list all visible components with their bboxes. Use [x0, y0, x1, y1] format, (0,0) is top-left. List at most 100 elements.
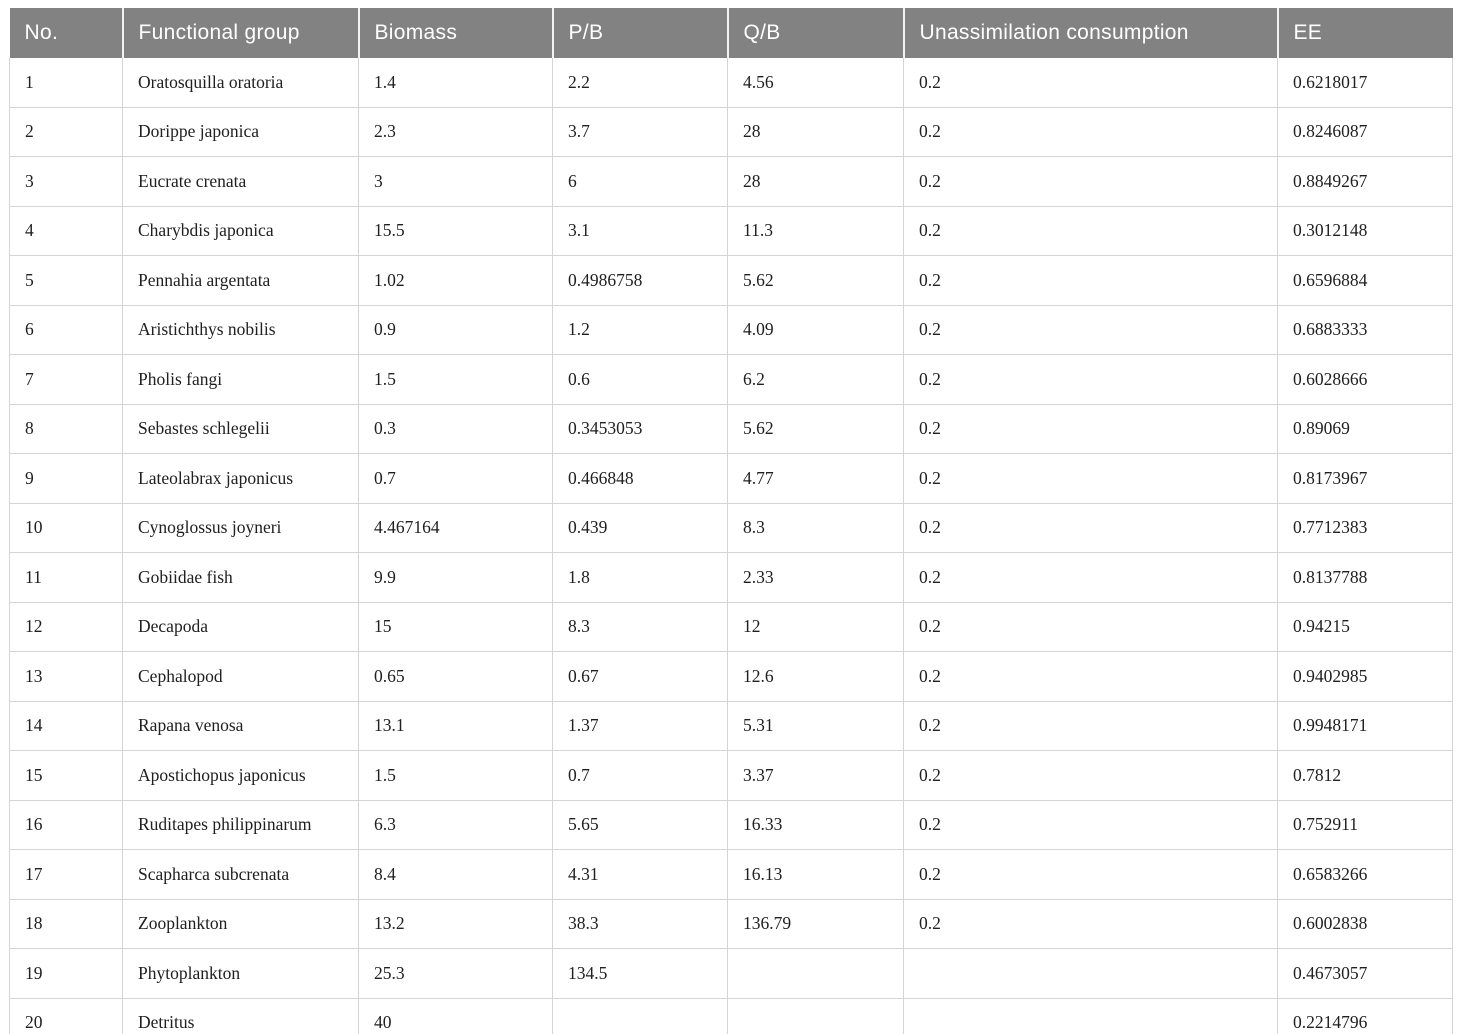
cell-no: 10 — [9, 502, 123, 553]
table-row: 11 Gobiidae fish 9.9 1.8 2.33 0.2 0.8137… — [9, 552, 1453, 603]
cell-unassimilation-consumption — [903, 948, 1278, 999]
cell-pb: 3.7 — [552, 106, 728, 157]
cell-biomass: 3 — [358, 156, 553, 207]
cell-unassimilation-consumption: 0.2 — [903, 601, 1278, 652]
cell-qb: 12.6 — [727, 651, 904, 702]
cell-no: 13 — [9, 651, 123, 702]
cell-unassimilation-consumption: 0.2 — [903, 354, 1278, 405]
table-row: 13 Cephalopod 0.65 0.67 12.6 0.2 0.94029… — [9, 651, 1453, 702]
cell-qb: 8.3 — [727, 502, 904, 553]
column-header-unassimilation-consumption: Unassimilation consumption — [902, 8, 1278, 58]
cell-pb: 2.2 — [552, 58, 728, 108]
cell-no: 12 — [9, 601, 123, 652]
cell-unassimilation-consumption: 0.2 — [903, 898, 1278, 949]
cell-ee: 0.8173967 — [1277, 453, 1453, 504]
cell-qb: 16.13 — [727, 849, 904, 900]
cell-no: 9 — [9, 453, 123, 504]
column-header-ee: EE — [1276, 8, 1453, 58]
functional-groups-table: No. Functional group Biomass P/B Q/B Una… — [9, 8, 1453, 1034]
cell-functional-group: Cynoglossus joyneri — [122, 502, 359, 553]
cell-no: 16 — [9, 799, 123, 850]
cell-pb: 134.5 — [552, 948, 728, 999]
cell-qb: 2.33 — [727, 552, 904, 603]
cell-pb: 1.8 — [552, 552, 728, 603]
cell-pb: 1.2 — [552, 304, 728, 355]
cell-functional-group: Eucrate crenata — [122, 156, 359, 207]
cell-biomass: 25.3 — [358, 948, 553, 999]
cell-pb: 0.4986758 — [552, 255, 728, 306]
column-header-biomass: Biomass — [357, 8, 553, 58]
cell-no: 8 — [9, 403, 123, 454]
cell-unassimilation-consumption: 0.2 — [903, 651, 1278, 702]
cell-pb: 0.67 — [552, 651, 728, 702]
cell-unassimilation-consumption: 0.2 — [903, 205, 1278, 256]
cell-no: 7 — [9, 354, 123, 405]
cell-functional-group: Sebastes schlegelii — [122, 403, 359, 454]
cell-biomass: 0.9 — [358, 304, 553, 355]
column-header-functional-group: Functional group — [121, 8, 359, 58]
cell-biomass: 40 — [358, 997, 553, 1034]
cell-biomass: 0.7 — [358, 453, 553, 504]
cell-unassimilation-consumption: 0.2 — [903, 849, 1278, 900]
cell-pb: 4.31 — [552, 849, 728, 900]
table-row: 6 Aristichthys nobilis 0.9 1.2 4.09 0.2 … — [9, 304, 1453, 355]
cell-biomass: 9.9 — [358, 552, 553, 603]
cell-ee: 0.6002838 — [1277, 898, 1453, 949]
cell-biomass: 1.5 — [358, 750, 553, 801]
table-row: 10 Cynoglossus joyneri 4.467164 0.439 8.… — [9, 502, 1453, 553]
cell-unassimilation-consumption: 0.2 — [903, 106, 1278, 157]
cell-biomass: 1.5 — [358, 354, 553, 405]
cell-functional-group: Ruditapes philippinarum — [122, 799, 359, 850]
column-header-pb: P/B — [551, 8, 728, 58]
cell-biomass: 13.1 — [358, 700, 553, 751]
cell-unassimilation-consumption: 0.2 — [903, 304, 1278, 355]
cell-unassimilation-consumption: 0.2 — [903, 156, 1278, 207]
table-row: 3 Eucrate crenata 3 6 28 0.2 0.8849267 — [9, 156, 1453, 207]
table-row: 12 Decapoda 15 8.3 12 0.2 0.94215 — [9, 601, 1453, 652]
cell-pb: 38.3 — [552, 898, 728, 949]
cell-qb: 3.37 — [727, 750, 904, 801]
cell-functional-group: Charybdis japonica — [122, 205, 359, 256]
table-row: 5 Pennahia argentata 1.02 0.4986758 5.62… — [9, 255, 1453, 306]
cell-no: 11 — [9, 552, 123, 603]
cell-ee: 0.9402985 — [1277, 651, 1453, 702]
cell-no: 2 — [9, 106, 123, 157]
cell-ee: 0.6596884 — [1277, 255, 1453, 306]
table-header: No. Functional group Biomass P/B Q/B Una… — [9, 8, 1453, 58]
cell-pb: 0.3453053 — [552, 403, 728, 454]
cell-no: 14 — [9, 700, 123, 751]
table-row: 9 Lateolabrax japonicus 0.7 0.466848 4.7… — [9, 453, 1453, 504]
cell-functional-group: Rapana venosa — [122, 700, 359, 751]
cell-qb: 16.33 — [727, 799, 904, 850]
cell-pb: 8.3 — [552, 601, 728, 652]
cell-pb: 0.466848 — [552, 453, 728, 504]
cell-functional-group: Gobiidae fish — [122, 552, 359, 603]
cell-functional-group: Decapoda — [122, 601, 359, 652]
cell-pb: 1.37 — [552, 700, 728, 751]
table-row: 19 Phytoplankton 25.3 134.5 0.4673057 — [9, 948, 1453, 999]
cell-qb — [727, 948, 904, 999]
table-row: 8 Sebastes schlegelii 0.3 0.3453053 5.62… — [9, 403, 1453, 454]
cell-biomass: 2.3 — [358, 106, 553, 157]
table-row: 20 Detritus 40 0.2214796 — [9, 997, 1453, 1034]
cell-functional-group: Phytoplankton — [122, 948, 359, 999]
table-body: 1 Oratosquilla oratoria 1.4 2.2 4.56 0.2… — [9, 58, 1453, 1034]
cell-unassimilation-consumption: 0.2 — [903, 403, 1278, 454]
cell-ee: 0.6883333 — [1277, 304, 1453, 355]
cell-qb: 5.31 — [727, 700, 904, 751]
table-row: 16 Ruditapes philippinarum 6.3 5.65 16.3… — [9, 799, 1453, 850]
cell-qb: 4.09 — [727, 304, 904, 355]
cell-no: 17 — [9, 849, 123, 900]
cell-biomass: 6.3 — [358, 799, 553, 850]
cell-qb: 28 — [727, 156, 904, 207]
cell-functional-group: Scapharca subcrenata — [122, 849, 359, 900]
cell-no: 1 — [9, 58, 123, 108]
cell-ee: 0.6218017 — [1277, 58, 1453, 108]
cell-ee: 0.7812 — [1277, 750, 1453, 801]
cell-biomass: 15 — [358, 601, 553, 652]
cell-functional-group: Dorippe japonica — [122, 106, 359, 157]
cell-no: 20 — [9, 997, 123, 1034]
cell-unassimilation-consumption: 0.2 — [903, 502, 1278, 553]
cell-ee: 0.752911 — [1277, 799, 1453, 850]
cell-no: 6 — [9, 304, 123, 355]
